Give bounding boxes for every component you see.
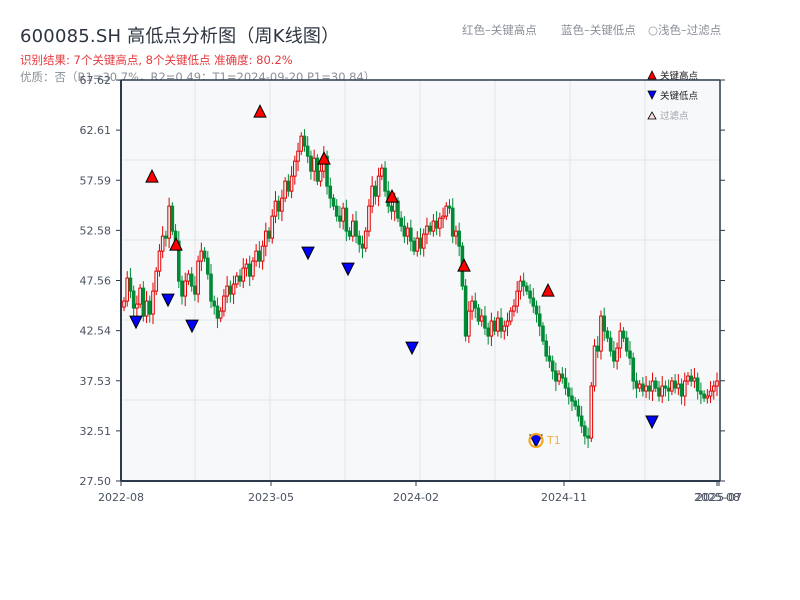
svg-text:2023-05: 2023-05 [248,491,294,504]
svg-text:2024-02: 2024-02 [393,491,439,504]
svg-text:42.54: 42.54 [80,325,112,338]
result-summary: 识别结果: 7个关键高点, 8个关键低点 准确度: 80.2% [20,53,293,67]
svg-text:57.59: 57.59 [80,174,112,187]
legend-label-low: 关键低点 [660,91,699,102]
header-legend-blue: 蓝色–关键低点 [561,23,636,37]
legend-item-high: 关键高点 [644,65,724,85]
chart-title: 600085.SH 高低点分析图（周K线图） [20,26,340,47]
triangle-outline-icon [644,110,660,120]
key-point-markers: T1 [129,104,659,449]
legend-label-filtered: 过滤点 [660,111,689,122]
svg-text:52.58: 52.58 [80,224,112,237]
x-axis-ticks: 2022-08 2023-05 2024-02 2024-11 2025-072025-… [98,481,742,504]
svg-text:47.56: 47.56 [80,275,112,288]
svg-text:32.51: 32.51 [80,425,112,438]
triangle-up-icon [644,70,660,80]
svg-text:2025-07: 2025-07 [696,491,742,504]
svg-text:2024-11: 2024-11 [541,491,587,504]
svg-text:67.62: 67.62 [80,74,112,87]
svg-text:2025-08: 2025-08 [694,491,740,504]
header-legend-red: 红色–关键高点 [462,23,537,37]
svg-text:T1: T1 [546,434,561,447]
plot-area [121,80,721,481]
plot-legend: 关键高点 关键低点 过滤点 [644,65,724,125]
legend-item-filtered: 过滤点 [644,105,724,125]
legend-label-high: 关键高点 [660,71,699,82]
candles [122,129,719,449]
svg-text:37.53: 37.53 [80,375,112,388]
y-axis-ticks: 67.62 62.61 57.59 52.58 47.56 42.54 37.53 32.51… [80,74,725,488]
svg-text:62.61: 62.61 [80,124,112,137]
svg-text:27.50: 27.50 [80,475,112,488]
svg-text:2022-08: 2022-08 [98,491,144,504]
header-legend-light: ○浅色–过滤点 [648,23,722,37]
triangle-down-icon [644,90,660,100]
legend-item-low: 关键低点 [644,85,724,105]
